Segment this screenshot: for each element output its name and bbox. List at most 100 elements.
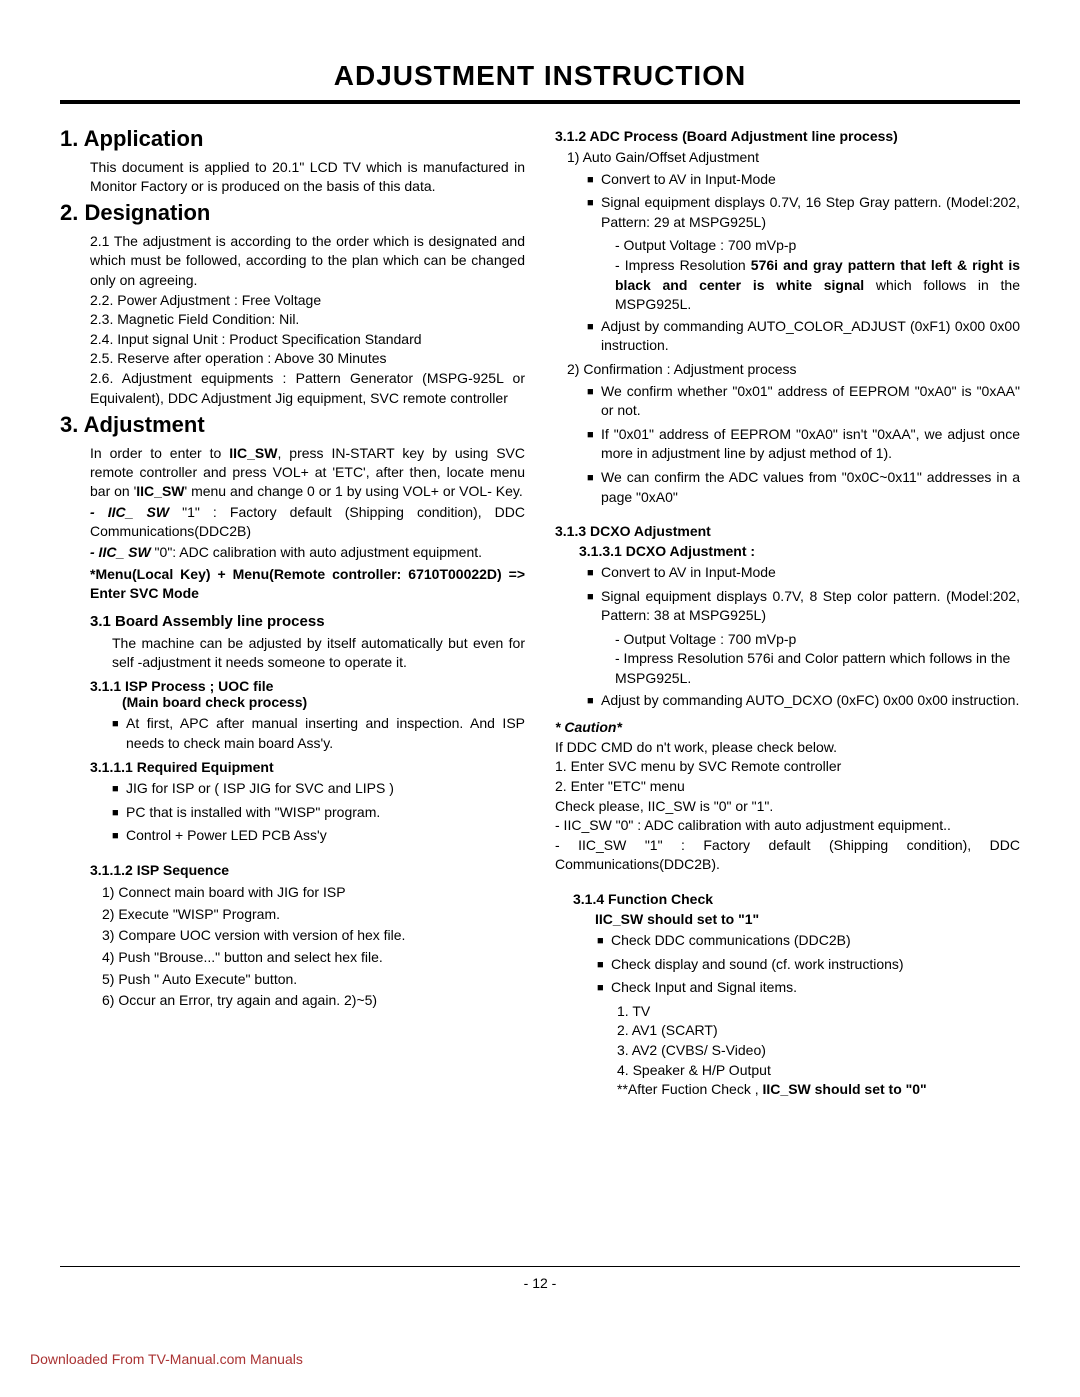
caution-line: If DDC CMD do n't work, please check bel… <box>555 738 1020 758</box>
square-bullet-icon: ■ <box>587 425 601 464</box>
text: Control + Power LED PCB Ass'y <box>126 826 525 846</box>
caution-title: * Caution* <box>555 718 1020 738</box>
s2-item: 2.1 The adjustment is according to the o… <box>90 232 525 291</box>
text: Check display and sound (cf. work instru… <box>611 955 1020 975</box>
caution-line: Check please, IIC_SW is "0" or "1". <box>555 797 1020 817</box>
text: Adjust by commanding AUTO_COLOR_ADJUST (… <box>601 317 1020 356</box>
seq-item: 2) Execute "WISP" Program. <box>102 904 525 926</box>
h-3-1-3: 3.1.3 DCXO Adjustment <box>555 523 1020 539</box>
sq-item: ■If "0x01" address of EEPROM "0xA0" isn'… <box>587 425 1020 464</box>
s2-item: 2.2. Power Adjustment : Free Voltage <box>90 291 525 311</box>
text: Check DDC communications (DDC2B) <box>611 931 1020 951</box>
seq-item: 5) Push " Auto Execute" button. <box>102 969 525 991</box>
square-bullet-icon: ■ <box>112 714 126 753</box>
text: We confirm whether "0x01" address of EEP… <box>601 382 1020 421</box>
adc-1-list-2: ■Adjust by commanding AUTO_COLOR_ADJUST … <box>587 317 1020 356</box>
fc-num-list: 1. TV 2. AV1 (SCART) 3. AV2 (CVBS/ S-Vid… <box>617 1002 1020 1100</box>
text: PC that is installed with "WISP" program… <box>126 803 525 823</box>
adc-2-list: ■We confirm whether "0x01" address of EE… <box>587 382 1020 508</box>
bold-text: IIC_SW <box>136 483 184 499</box>
square-bullet-icon: ■ <box>597 931 611 951</box>
s2-item: 2.6. Adjustment equipments : Pattern Gen… <box>90 369 525 408</box>
section-2-heading: 2. Designation <box>60 200 525 226</box>
menu-note: *Menu(Local Key) + Menu(Remote controlle… <box>90 565 525 603</box>
dcxo-dash-list: - Output Voltage : 700 mVp-p - Impress R… <box>615 630 1020 689</box>
sq-item: ■Adjust by commanding AUTO_COLOR_ADJUST … <box>587 317 1020 356</box>
page-number: - 12 - <box>60 1275 1020 1291</box>
square-bullet-icon: ■ <box>597 978 611 998</box>
dash-item: - Impress Resolution 576i and Color patt… <box>615 649 1020 688</box>
h-3-1-4-sub: IIC_SW should set to "1" <box>595 911 1020 927</box>
bold-text: IIC_SW should set to "0" <box>763 1081 927 1097</box>
sq-item: ■JIG for ISP or ( ISP JIG for SVC and LI… <box>112 779 525 799</box>
square-bullet-icon: ■ <box>112 826 126 846</box>
two-column-layout: 1. Application This document is applied … <box>60 122 1020 1102</box>
bold-text: IIC_SW <box>229 445 277 461</box>
square-bullet-icon: ■ <box>587 193 601 232</box>
square-bullet-icon: ■ <box>587 382 601 421</box>
text: Convert to AV in Input-Mode <box>601 170 1020 190</box>
isp-process-list: ■ At first, APC after manual inserting a… <box>112 714 525 753</box>
text: Signal equipment displays 0.7V, 16 Step … <box>601 193 1020 232</box>
adc-1-list: ■Convert to AV in Input-Mode ■Signal equ… <box>587 170 1020 233</box>
seq-item: 4) Push "Brouse..." button and select he… <box>102 947 525 969</box>
text: We can confirm the ADC values from "0x0C… <box>601 468 1020 507</box>
h-3-1-3-1: 3.1.3.1 DCXO Adjustment : <box>579 543 1020 559</box>
square-bullet-icon: ■ <box>587 691 601 711</box>
square-bullet-icon: ■ <box>597 955 611 975</box>
sq-item: ■Check Input and Signal items. <box>597 978 1020 998</box>
seq-item: 6) Occur an Error, try again and again. … <box>102 990 525 1012</box>
text: - Impress Resolution <box>615 257 751 273</box>
text: ' menu and change 0 or 1 by using VOL+ o… <box>185 483 523 499</box>
h-3-1: 3.1 Board Assembly line process <box>90 613 525 630</box>
h-3-1-1: 3.1.1 ISP Process ; UOC file (Main board… <box>90 678 525 710</box>
text: JIG for ISP or ( ISP JIG for SVC and LIP… <box>126 779 525 799</box>
dash-item: - Impress Resolution 576i and gray patte… <box>615 256 1020 315</box>
text: "0": ADC calibration with auto adjustmen… <box>151 544 482 560</box>
s2-item: 2.3. Magnetic Field Condition: Nil. <box>90 310 525 330</box>
text: 3.1.1 ISP Process ; UOC file <box>90 678 273 694</box>
square-bullet-icon: ■ <box>112 779 126 799</box>
required-equipment-list: ■JIG for ISP or ( ISP JIG for SVC and LI… <box>112 779 525 846</box>
title-rule <box>60 100 1020 104</box>
caution-line: - IIC_SW "1" : Factory default (Shipping… <box>555 836 1020 875</box>
caution-line: 2. Enter "ETC" menu <box>555 777 1020 797</box>
caution-line: 1. Enter SVC menu by SVC Remote controll… <box>555 757 1020 777</box>
square-bullet-icon: ■ <box>587 587 601 626</box>
italic-bold-text: - IIC_ SW <box>90 504 169 520</box>
sq-item: ■Convert to AV in Input-Mode <box>587 170 1020 190</box>
text: Check Input and Signal items. <box>611 978 1020 998</box>
fc-num-item: 2. AV1 (SCART) <box>617 1021 1020 1041</box>
text: (Main board check process) <box>122 694 307 710</box>
function-check-list: ■Check DDC communications (DDC2B) ■Check… <box>597 931 1020 998</box>
sq-item: ■Check DDC communications (DDC2B) <box>597 931 1020 951</box>
adc-dash-list: - Output Voltage : 700 mVp-p - Impress R… <box>615 236 1020 314</box>
adc-2-label: 2) Confirmation : Adjustment process <box>567 360 1020 380</box>
dcxo-list: ■Convert to AV in Input-Mode ■Signal equ… <box>587 563 1020 626</box>
h-3-1-1-1: 3.1.1.1 Required Equipment <box>90 759 525 775</box>
left-column: 1. Application This document is applied … <box>60 122 525 1102</box>
text: Signal equipment displays 0.7V, 8 Step c… <box>601 587 1020 626</box>
isp-sequence-list: 1) Connect main board with JIG for ISP 2… <box>102 882 525 1012</box>
text: At first, APC after manual inserting and… <box>126 714 525 753</box>
sq-item: ■PC that is installed with "WISP" progra… <box>112 803 525 823</box>
h-3-1-1-2: 3.1.1.2 ISP Sequence <box>90 862 525 878</box>
h-3-1-body: The machine can be adjusted by itself au… <box>112 634 525 672</box>
sq-item: ■Signal equipment displays 0.7V, 16 Step… <box>587 193 1020 232</box>
dash-item: - Output Voltage : 700 mVp-p <box>615 630 1020 650</box>
right-column: 3.1.2 ADC Process (Board Adjustment line… <box>555 122 1020 1102</box>
square-bullet-icon: ■ <box>112 803 126 823</box>
seq-item: 1) Connect main board with JIG for ISP <box>102 882 525 904</box>
sq-item: ■Adjust by commanding AUTO_DCXO (0xFC) 0… <box>587 691 1020 711</box>
sq-item: ■We confirm whether "0x01" address of EE… <box>587 382 1020 421</box>
section-2-list: 2.1 The adjustment is according to the o… <box>90 232 525 408</box>
h-3-1-2: 3.1.2 ADC Process (Board Adjustment line… <box>555 128 1020 144</box>
text: **After Fuction Check , <box>617 1081 763 1097</box>
main-title: ADJUSTMENT INSTRUCTION <box>60 60 1020 92</box>
section-1-heading: 1. Application <box>60 126 525 152</box>
iic-sw-0: - IIC_ SW "0": ADC calibration with auto… <box>90 543 525 562</box>
iic-sw-1: - IIC_ SW "1" : Factory default (Shippin… <box>90 503 525 541</box>
seq-item: 3) Compare UOC version with version of h… <box>102 925 525 947</box>
sq-item: ■ At first, APC after manual inserting a… <box>112 714 525 753</box>
sq-item: ■We can confirm the ADC values from "0x0… <box>587 468 1020 507</box>
